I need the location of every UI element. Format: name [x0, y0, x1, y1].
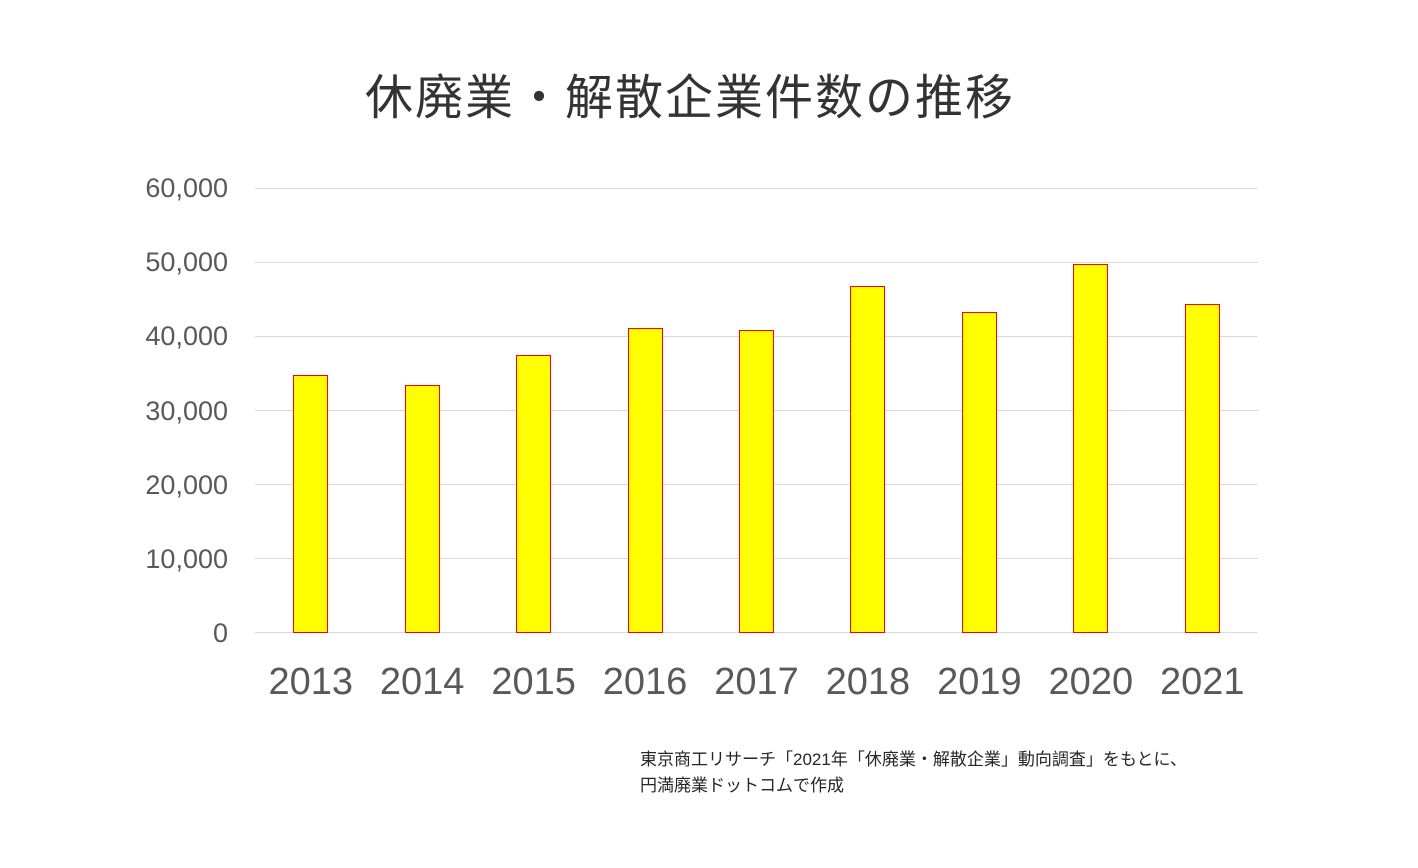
bar-2016: [627, 328, 663, 633]
source-line-1: 東京商工リサーチ「2021年「休廃業・解散企業」動向調査」をもとに、: [640, 750, 1187, 769]
x-axis-label-2018: 2018: [825, 661, 911, 703]
x-axis-label-2020: 2020: [1048, 661, 1134, 703]
x-axis-label-2021: 2021: [1159, 661, 1245, 703]
y-axis-label: 50,000: [145, 247, 228, 278]
y-axis-label: 40,000: [145, 321, 228, 352]
bar-2015: [516, 355, 552, 633]
source-note: 東京商工リサーチ「2021年「休廃業・解散企業」動向調査」をもとに、 円満廃業ド…: [640, 747, 1187, 799]
y-axis-label: 60,000: [145, 173, 228, 203]
bar-2014: [404, 385, 440, 633]
gridline: [255, 261, 1258, 263]
y-axis-label: 30,000: [145, 395, 228, 426]
bar-2019: [961, 312, 997, 633]
bar-2013: [293, 375, 329, 633]
source-line-2: 円満廃業ドットコムで作成: [640, 776, 844, 795]
plot-area: 0 10,000 20,000 30,000 40,000 50,000 60,000 201…: [145, 173, 1258, 703]
x-axis-label-2014: 2014: [379, 661, 465, 703]
bar-2017: [739, 330, 774, 633]
y-axis-label: 20,000: [145, 469, 228, 500]
y-axis-label: 0: [212, 618, 228, 648]
bar-2018: [850, 286, 886, 633]
bar-2020: [1073, 264, 1109, 633]
x-axis-label-2017: 2017: [714, 661, 799, 703]
x-axis-label-2013: 2013: [268, 661, 353, 703]
chart-title: 休廃業・解散企業件数の推移: [364, 72, 1015, 125]
y-axis-label: 10,000: [145, 543, 228, 574]
bar-2021: [1184, 304, 1220, 633]
x-axis-label-2015: 2015: [491, 661, 576, 703]
gridline: [255, 187, 1258, 189]
x-axis-label-2016: 2016: [602, 661, 688, 703]
x-axis-label-2019: 2019: [937, 661, 1022, 703]
